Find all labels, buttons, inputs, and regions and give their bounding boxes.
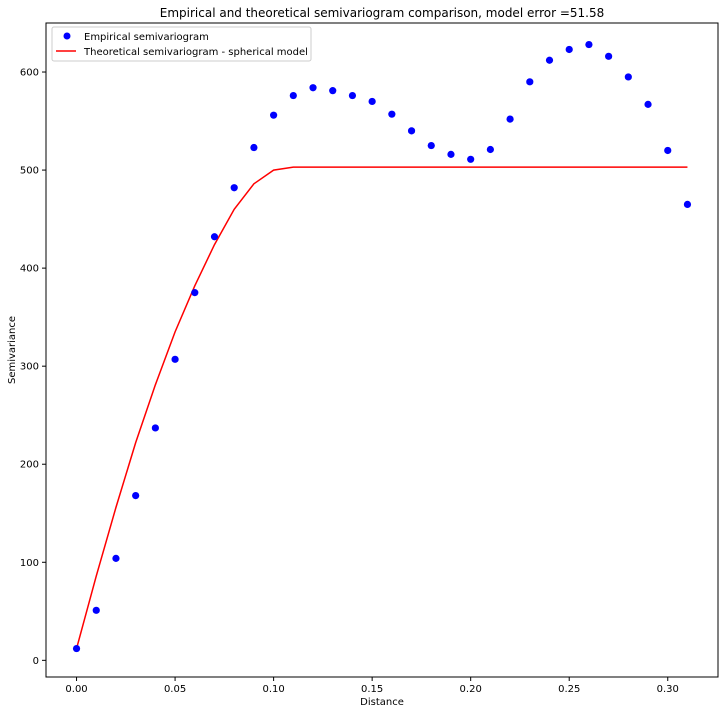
empirical-point	[289, 91, 297, 100]
empirical-point	[526, 78, 534, 86]
empirical-point	[664, 146, 672, 155]
empirical-point	[447, 150, 455, 158]
x-tick-label: 0.00	[65, 684, 87, 695]
chart-title: Empirical and theoretical semivariogram …	[160, 6, 605, 20]
empirical-point	[486, 145, 494, 154]
y-tick-label: 0	[33, 656, 39, 667]
empirical-point	[72, 644, 81, 653]
legend-marker-empirical	[63, 32, 71, 40]
legend-label-empirical: Empirical semivariogram	[84, 32, 209, 43]
empirical-point	[545, 56, 554, 64]
plot-frame	[45, 22, 719, 678]
y-axis-label: Semivariance	[7, 316, 18, 384]
empirical-point	[644, 100, 652, 108]
x-tick-label: 0.20	[460, 684, 482, 695]
plot-area: 0.00 0.05 0.10 0.15 0.20 0.25 0.30 0 100 200 300 40…	[20, 40, 692, 695]
empirical-point	[151, 424, 159, 432]
empirical-point	[506, 115, 514, 123]
x-axis-label: Distance	[360, 697, 404, 708]
empirical-point	[132, 492, 140, 500]
empirical-point	[329, 87, 337, 95]
empirical-point	[585, 40, 593, 49]
empirical-point	[605, 52, 613, 60]
empirical-point	[427, 141, 435, 150]
y-tick-label: 100	[20, 558, 39, 569]
y-tick-label: 200	[20, 460, 39, 471]
empirical-point	[467, 155, 475, 163]
empirical-point	[92, 606, 100, 614]
x-tick-label: 0.10	[262, 684, 284, 695]
empirical-point	[565, 45, 573, 54]
x-tick-label: 0.05	[164, 684, 186, 695]
empirical-point	[407, 127, 416, 135]
empirical-point	[210, 233, 219, 241]
empirical-point	[368, 97, 376, 106]
empirical-point	[348, 91, 357, 100]
y-tick-label: 600	[20, 68, 39, 79]
empirical-point	[191, 289, 199, 297]
empirical-point	[270, 111, 278, 119]
legend: Empirical semivariogram Theoretical semi…	[51, 26, 312, 62]
x-tick-label: 0.25	[558, 684, 580, 695]
empirical-point	[171, 355, 179, 363]
empirical-point	[683, 200, 692, 208]
y-tick-label: 300	[20, 362, 39, 373]
empirical-point	[309, 84, 317, 92]
x-tick-label: 0.30	[657, 684, 679, 695]
empirical-point	[388, 110, 396, 118]
theoretical-line	[75, 166, 688, 649]
empirical-point	[230, 184, 238, 192]
empirical-point	[112, 554, 120, 562]
y-tick-label: 400	[20, 264, 39, 275]
empirical-point	[250, 143, 258, 152]
x-tick-label: 0.15	[361, 684, 383, 695]
legend-label-theoretical: Theoretical semivariogram - spherical mo…	[83, 47, 308, 58]
y-tick-label: 500	[20, 166, 39, 177]
legend-box	[51, 26, 312, 62]
empirical-point	[624, 73, 632, 81]
